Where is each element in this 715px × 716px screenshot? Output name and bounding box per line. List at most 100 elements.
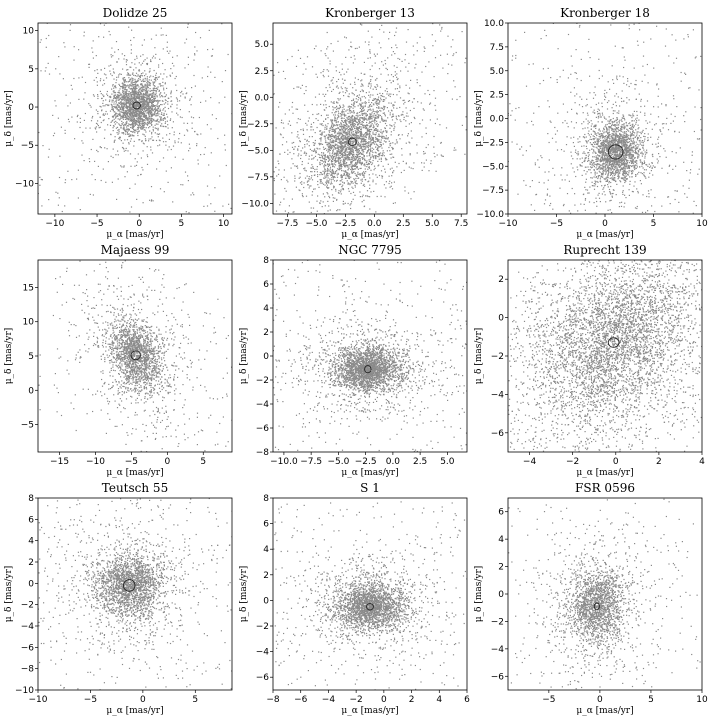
data-point — [344, 138, 346, 140]
data-point — [140, 98, 142, 100]
data-point — [122, 102, 124, 104]
data-point — [378, 102, 380, 104]
data-point — [208, 194, 210, 196]
data-point — [317, 153, 319, 155]
data-point — [138, 70, 141, 72]
data-point — [124, 115, 127, 117]
data-point — [322, 124, 324, 127]
data-point — [303, 186, 305, 189]
data-point — [345, 147, 348, 150]
data-point — [346, 116, 348, 119]
data-point — [57, 204, 59, 206]
data-point — [358, 103, 361, 105]
data-point — [363, 163, 365, 165]
data-point — [136, 87, 138, 89]
data-point — [380, 145, 382, 147]
data-point — [350, 152, 352, 154]
data-point — [330, 125, 333, 127]
data-point — [347, 136, 349, 138]
data-point — [388, 146, 390, 149]
data-point — [122, 114, 124, 116]
data-point — [132, 88, 134, 90]
data-point — [338, 164, 340, 166]
data-point — [299, 141, 301, 143]
data-point — [123, 105, 125, 108]
data-point — [176, 112, 178, 114]
data-point — [142, 111, 144, 113]
data-point — [65, 94, 67, 96]
data-point — [351, 131, 353, 133]
data-point — [299, 118, 301, 120]
data-point — [135, 109, 137, 111]
data-point — [335, 122, 337, 124]
data-point — [356, 129, 358, 131]
data-point — [111, 47, 113, 49]
data-point — [375, 132, 377, 134]
x-tick-label: 0 — [136, 219, 142, 229]
data-point — [140, 105, 142, 107]
data-point — [170, 106, 172, 108]
data-point — [333, 173, 336, 175]
data-point — [105, 110, 107, 113]
data-point — [283, 127, 285, 129]
data-point — [357, 99, 359, 101]
data-point — [348, 152, 350, 154]
data-point — [377, 111, 379, 113]
data-point — [146, 99, 148, 101]
data-point — [375, 146, 377, 148]
cluster-circle — [132, 101, 141, 110]
data-point — [127, 84, 129, 86]
data-point — [102, 105, 104, 107]
data-point — [127, 125, 129, 127]
data-point — [149, 97, 151, 99]
data-point — [147, 106, 149, 108]
data-point — [141, 122, 144, 124]
data-point — [188, 111, 190, 113]
data-point — [409, 142, 411, 144]
data-point — [99, 23, 102, 25]
data-point — [115, 82, 117, 84]
data-point — [135, 67, 137, 69]
data-point — [135, 120, 138, 123]
data-point — [138, 94, 140, 96]
data-point — [310, 177, 312, 179]
data-point — [285, 190, 287, 192]
data-point — [122, 111, 124, 113]
data-point — [324, 161, 326, 163]
data-point — [129, 104, 132, 106]
data-point — [414, 67, 416, 69]
data-point — [148, 120, 150, 123]
data-point — [338, 115, 340, 117]
data-point — [48, 148, 50, 150]
data-point — [129, 119, 131, 121]
data-point — [169, 133, 171, 135]
data-point — [163, 117, 165, 120]
data-point — [133, 98, 135, 100]
data-point — [77, 169, 79, 171]
data-point — [163, 73, 165, 75]
data-point — [355, 165, 357, 168]
data-point — [377, 144, 379, 147]
data-point — [136, 117, 138, 119]
data-point — [163, 87, 165, 89]
data-point — [329, 63, 331, 65]
data-point — [151, 109, 153, 111]
data-point — [357, 124, 359, 126]
data-point — [366, 160, 368, 162]
data-point — [350, 142, 352, 144]
data-point — [343, 151, 345, 153]
data-point — [357, 138, 359, 140]
data-point — [389, 168, 391, 170]
data-point — [297, 148, 299, 150]
data-point — [141, 112, 143, 114]
data-point — [324, 196, 326, 198]
data-point — [447, 63, 450, 65]
data-point — [340, 175, 342, 177]
data-point — [79, 121, 81, 123]
data-point — [119, 88, 121, 90]
data-point — [392, 142, 394, 144]
data-point — [399, 85, 401, 87]
data-point — [141, 44, 143, 46]
data-point — [144, 90, 146, 92]
data-point — [349, 133, 351, 136]
